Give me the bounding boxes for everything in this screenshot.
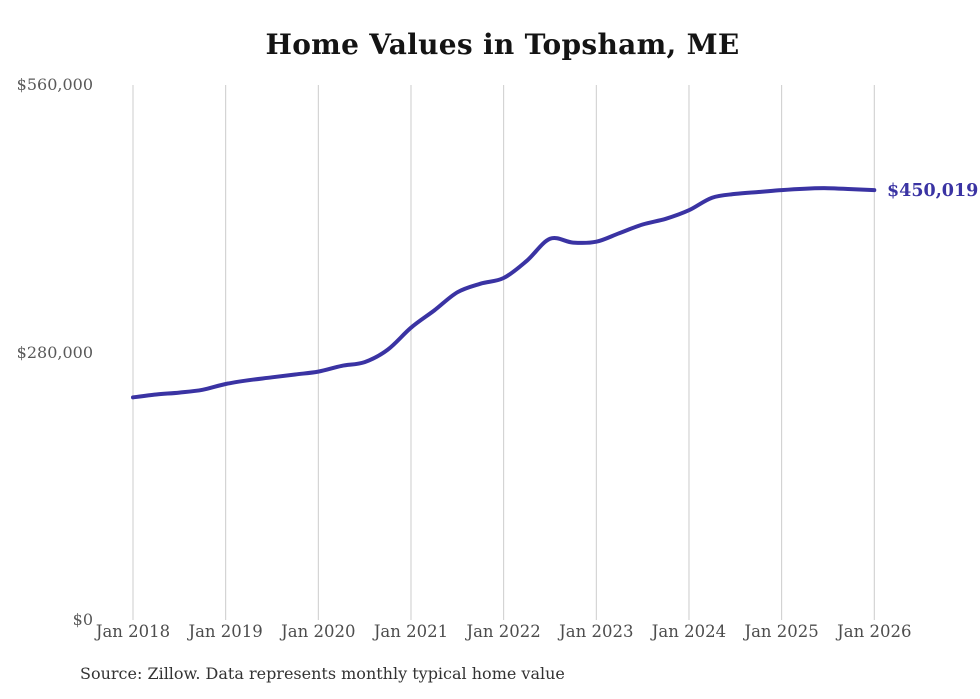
y-axis-tick-label: $280,000 xyxy=(16,342,93,362)
y-axis-tick-label: $0 xyxy=(72,610,93,629)
x-axis-tick-label: Jan 2023 xyxy=(559,622,634,641)
source-note: Source: Zillow. Data represents monthly … xyxy=(80,664,565,683)
y-axis-tick-label: $560,000 xyxy=(16,75,93,94)
x-axis-tick-label: Jan 2026 xyxy=(837,622,912,641)
x-axis-tick-label: Jan 2022 xyxy=(466,622,541,641)
gridlines xyxy=(132,85,875,620)
home-value-line xyxy=(131,186,877,400)
x-axis-tick-label: Jan 2021 xyxy=(373,622,449,641)
x-axis-tick-label: Jan 2025 xyxy=(744,622,819,641)
chart-title: Home Values in Topsham, ME xyxy=(265,28,740,61)
latest-value-label: $450,019 xyxy=(887,181,979,202)
x-axis-tick-label: Jan 2018 xyxy=(95,622,171,641)
x-axis-tick-label: Jan 2024 xyxy=(651,622,727,641)
x-axis-tick-label: Jan 2019 xyxy=(188,622,263,641)
x-axis-tick-label: Jan 2020 xyxy=(281,622,356,641)
